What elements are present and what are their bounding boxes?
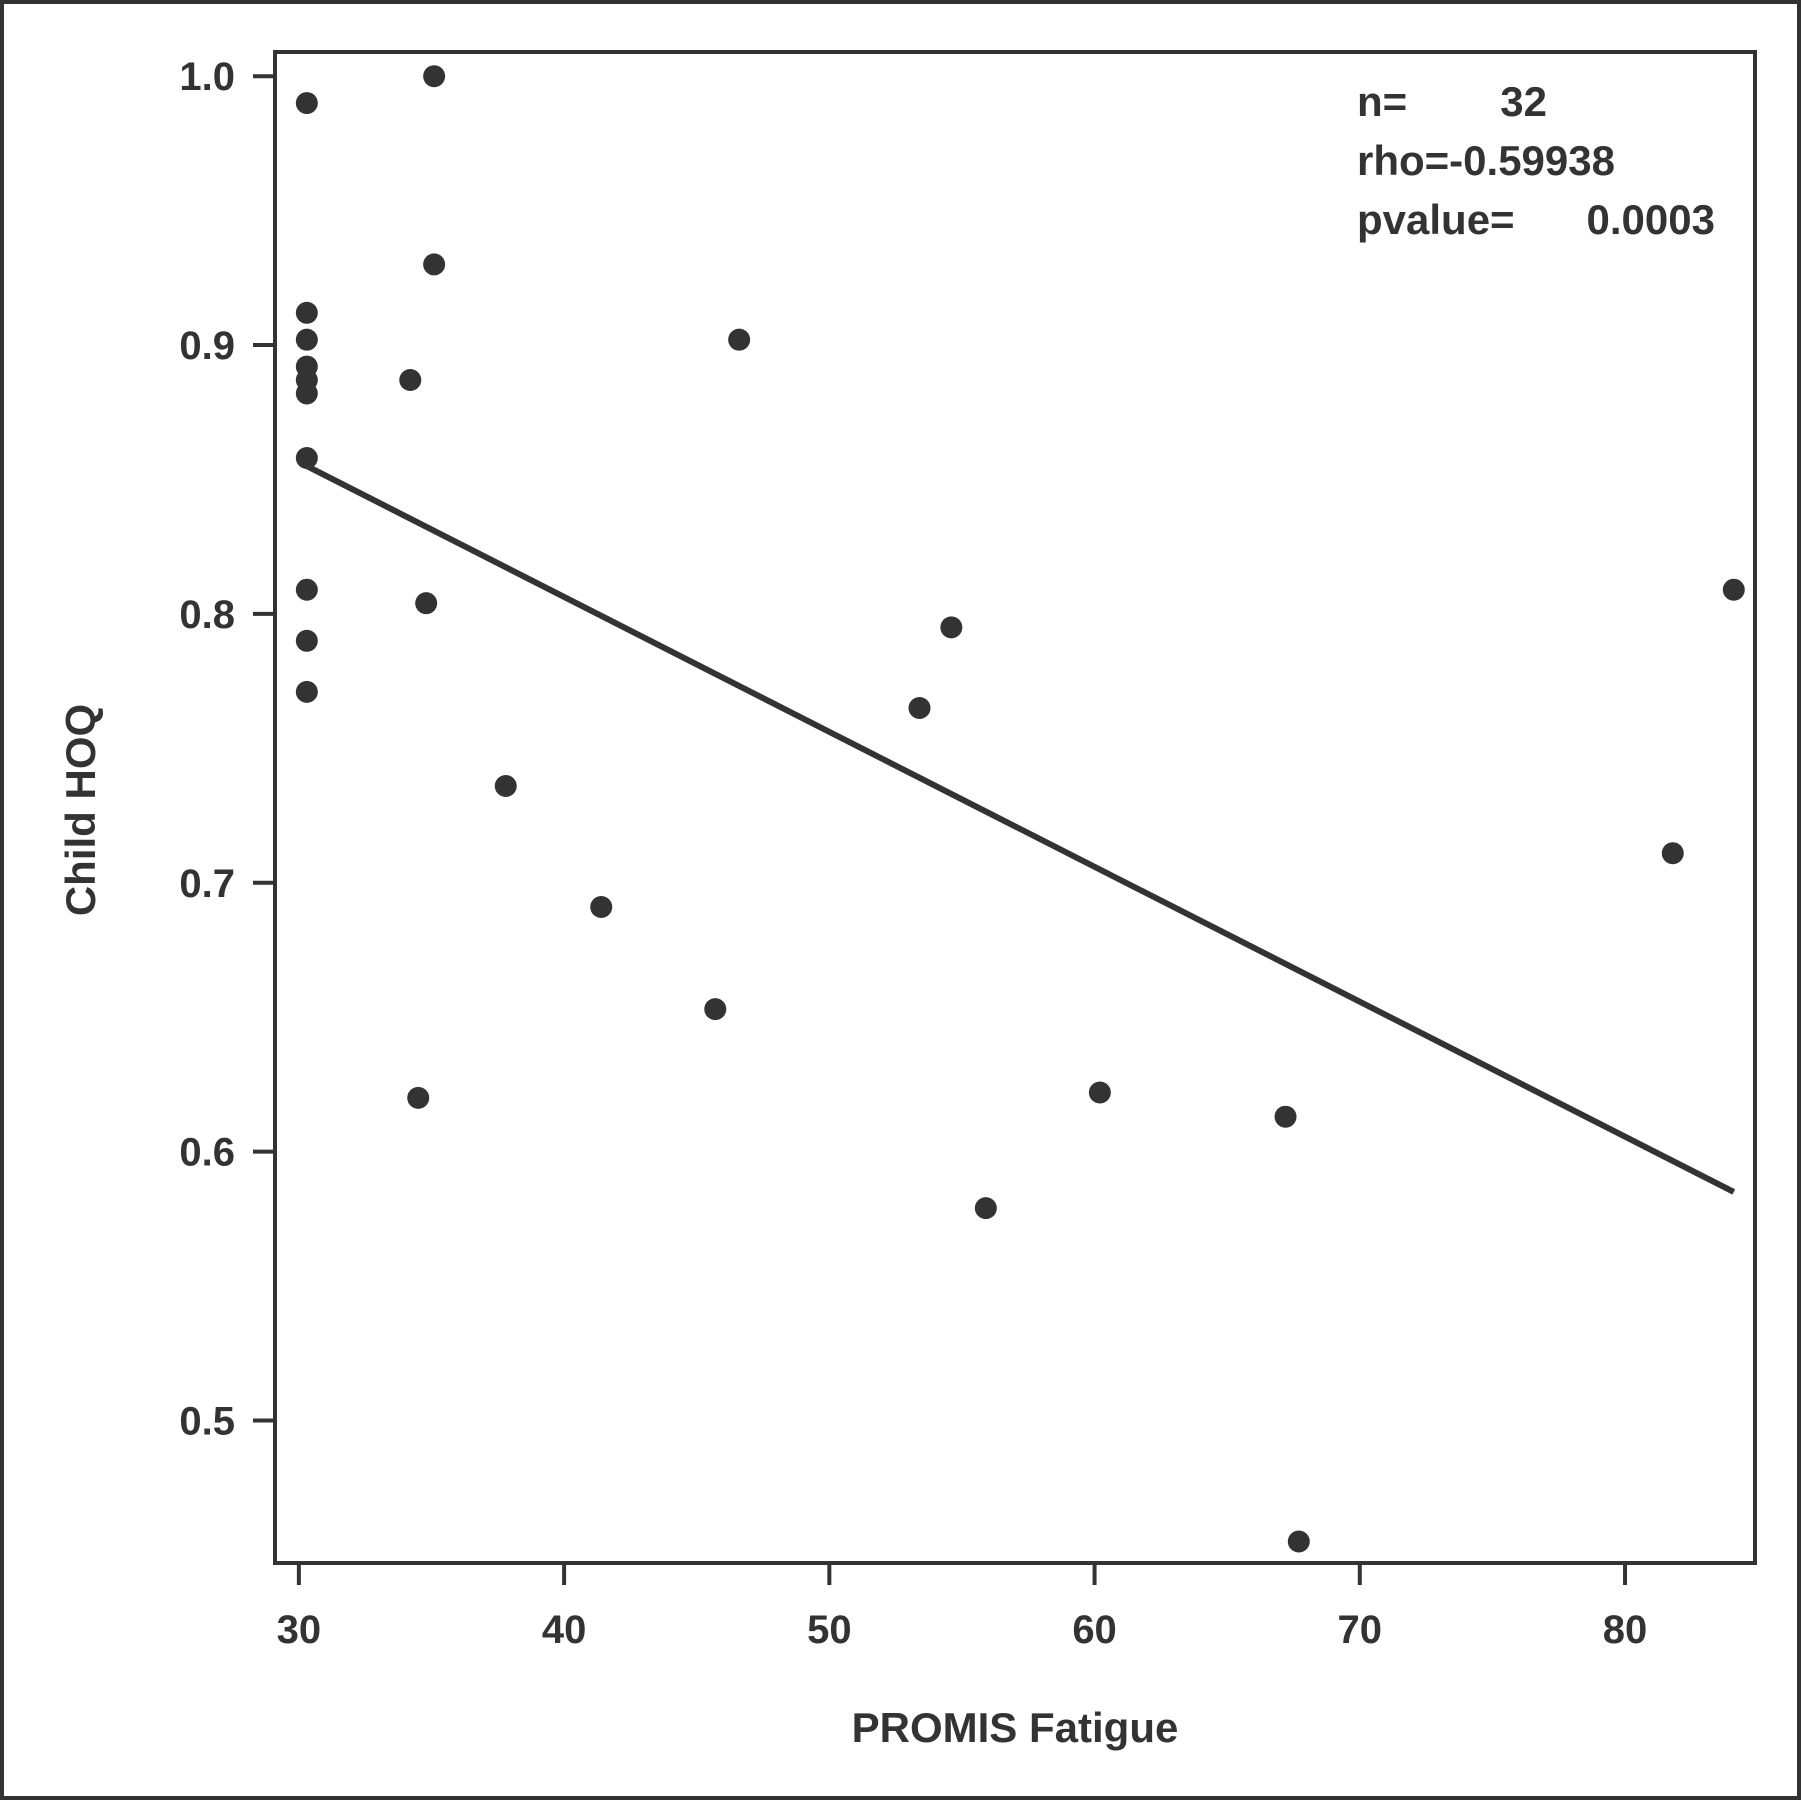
data-point bbox=[1661, 842, 1684, 865]
data-point bbox=[940, 616, 963, 639]
data-points bbox=[295, 65, 1745, 1553]
stat-rho: rho=-0.59938 bbox=[1357, 137, 1615, 184]
y-tick-label: 0.9 bbox=[179, 324, 235, 368]
data-point bbox=[1287, 1530, 1310, 1553]
data-point bbox=[423, 253, 446, 276]
x-tick-label: 40 bbox=[542, 1608, 587, 1652]
data-point bbox=[1088, 1081, 1111, 1104]
data-point bbox=[295, 382, 318, 405]
x-tick-label: 70 bbox=[1338, 1608, 1383, 1652]
x-tick-label: 30 bbox=[277, 1608, 322, 1652]
y-tick-label: 1.0 bbox=[179, 55, 235, 99]
data-point bbox=[704, 998, 727, 1021]
data-point bbox=[1274, 1105, 1297, 1128]
y-tick-label: 0.8 bbox=[179, 593, 235, 637]
regression-line-layer bbox=[305, 463, 1736, 1195]
y-axis-title: Child HOQ bbox=[57, 704, 104, 916]
data-point bbox=[1722, 578, 1745, 601]
data-point bbox=[494, 774, 517, 797]
data-point bbox=[423, 65, 446, 88]
stat-pvalue-label: pvalue= bbox=[1357, 196, 1515, 243]
data-point bbox=[295, 680, 318, 703]
data-point bbox=[295, 446, 318, 469]
data-point bbox=[295, 301, 318, 324]
plot-area bbox=[273, 50, 1757, 1565]
x-axis: 30 40 50 60 70 80 bbox=[277, 1563, 1648, 1652]
y-tick-label: 0.6 bbox=[179, 1131, 235, 1175]
data-point bbox=[295, 578, 318, 601]
data-point bbox=[399, 369, 422, 392]
data-point bbox=[295, 629, 318, 652]
y-axis: 0.5 0.6 0.7 0.8 0.9 1.0 bbox=[179, 55, 275, 1444]
data-point bbox=[295, 328, 318, 351]
data-point bbox=[407, 1086, 430, 1109]
x-tick-label: 50 bbox=[807, 1608, 852, 1652]
data-point bbox=[728, 328, 751, 351]
data-point bbox=[908, 697, 931, 720]
data-point bbox=[974, 1197, 997, 1220]
x-tick-label: 60 bbox=[1072, 1608, 1117, 1652]
stat-n-value: 32 bbox=[1500, 78, 1547, 125]
y-tick-label: 0.7 bbox=[179, 862, 235, 906]
stat-n-label: n= bbox=[1357, 78, 1407, 125]
statistics-annotation: n= 32 rho=-0.59938 pvalue= 0.0003 bbox=[1357, 78, 1715, 243]
y-tick-label: 0.5 bbox=[179, 1400, 235, 1444]
data-point bbox=[295, 92, 318, 115]
data-point bbox=[590, 895, 613, 918]
regression-line bbox=[305, 463, 1736, 1195]
x-axis-title: PROMIS Fatigue bbox=[852, 1704, 1179, 1751]
x-tick-label: 80 bbox=[1603, 1608, 1648, 1652]
data-point bbox=[415, 592, 438, 615]
stat-pvalue-value: 0.0003 bbox=[1587, 196, 1715, 243]
